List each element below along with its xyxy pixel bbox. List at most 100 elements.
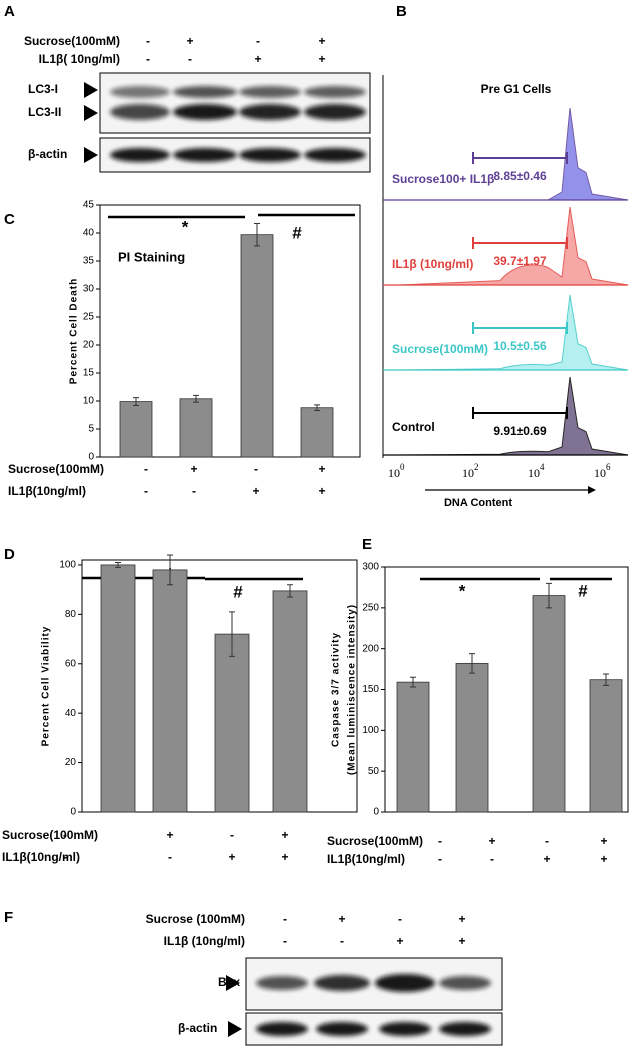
y-tick-label: 20 — [83, 340, 95, 351]
tick-exponent: 2 — [474, 462, 479, 472]
tick-base: 10 — [594, 466, 606, 480]
condition-sign: - — [63, 850, 67, 864]
blot-band — [304, 148, 366, 162]
arrow-marker — [228, 1021, 242, 1037]
condition-sign: + — [254, 52, 261, 66]
blot-band — [110, 104, 170, 120]
blot-band — [110, 148, 170, 162]
y-axis-label: Caspase 3/7 activity — [331, 632, 342, 747]
lane-label: Sucrose(100mM) — [392, 342, 488, 356]
y-tick-label: 40 — [65, 708, 77, 719]
y-tick-label: 0 — [373, 807, 379, 818]
bar — [300, 407, 334, 458]
band-label: β-actin — [28, 147, 67, 161]
condition-sign: + — [318, 484, 325, 498]
condition-label: IL1β (10ng/ml) — [164, 934, 245, 948]
condition-sign: + — [281, 850, 288, 864]
gate-value: 39.7±1.97 — [493, 254, 547, 268]
condition-sign: + — [281, 828, 288, 842]
condition-sign: + — [190, 462, 197, 476]
blot-band — [239, 86, 301, 98]
tick-exponent: 4 — [540, 462, 545, 472]
y-tick-label: 10 — [83, 396, 95, 407]
condition-sign: + — [600, 834, 607, 848]
histogram — [399, 294, 629, 371]
condition-sign: + — [318, 52, 325, 66]
annotation: * — [459, 581, 466, 600]
blot-band — [256, 1022, 308, 1036]
histogram — [399, 376, 629, 456]
bar — [455, 662, 489, 813]
error-bar — [469, 653, 475, 674]
y-tick-label: 100 — [362, 725, 379, 736]
y-tick-label: 250 — [362, 602, 379, 613]
annotation: PI Staining — [118, 249, 185, 264]
y-tick-label: 5 — [88, 424, 94, 435]
bar — [100, 564, 136, 813]
blot-band — [439, 1022, 491, 1036]
band-label: LC3-II — [28, 105, 61, 119]
bar — [396, 681, 430, 813]
y-tick-label: 100 — [59, 560, 76, 571]
blot-band — [239, 148, 301, 162]
panel-letter: D — [4, 546, 15, 563]
annotation: # — [292, 223, 302, 242]
blot-frame — [99, 72, 371, 134]
condition-sign: - — [438, 834, 442, 848]
band-label: LC3-I — [28, 82, 58, 96]
arrow-marker — [226, 975, 240, 991]
condition-sign: + — [543, 852, 550, 866]
gate-value: 10.5±0.56 — [493, 339, 547, 353]
annotation: # — [233, 582, 243, 601]
error-bar — [133, 397, 139, 406]
condition-sign: - — [146, 52, 150, 66]
condition-sign: + — [458, 912, 465, 926]
bar — [240, 234, 274, 458]
x-tick-label: 102 — [462, 462, 479, 480]
y-tick-label: 45 — [83, 200, 95, 211]
blot-band — [314, 975, 370, 991]
condition-label: IL1β(10ng/ml) — [2, 850, 80, 864]
condition-label: IL1β(10ng/ml) — [8, 484, 86, 498]
y-axis-label: Percent Cell Viability — [41, 626, 52, 747]
lane-label: IL1β (10ng/ml) — [392, 257, 473, 271]
bar — [152, 569, 188, 813]
error-bar — [314, 404, 320, 412]
panel-letter: C — [4, 211, 15, 228]
error-bar — [603, 673, 609, 686]
lane-label: Control — [392, 420, 435, 434]
bar — [214, 633, 250, 813]
condition-sign: + — [338, 912, 345, 926]
condition-sign: + — [458, 934, 465, 948]
panel-letter: A — [4, 3, 15, 20]
condition-sign: - — [398, 912, 402, 926]
blot-band — [173, 148, 237, 162]
y-tick-label: 60 — [65, 658, 77, 669]
error-bar — [229, 611, 235, 657]
gate-value: 8.85±0.46 — [493, 169, 547, 183]
blot-band — [173, 104, 237, 120]
blot-band — [239, 104, 301, 120]
condition-sign: - — [283, 934, 287, 948]
condition-sign: - — [340, 934, 344, 948]
x-tick-label: 100 — [388, 462, 405, 480]
blot-band — [439, 976, 491, 990]
band-label: β-actin — [178, 1021, 217, 1035]
arrow-head — [588, 486, 596, 494]
y-tick-label: 80 — [65, 609, 77, 620]
bar — [119, 401, 153, 458]
condition-sign: - — [230, 828, 234, 842]
y-tick-label: 25 — [83, 312, 95, 323]
condition-sign: - — [254, 462, 258, 476]
x-tick-label: 104 — [528, 462, 545, 480]
histogram — [399, 206, 629, 286]
condition-label: Sucrose (100mM) — [146, 912, 245, 926]
condition-sign: - — [144, 462, 148, 476]
condition-sign: - — [146, 34, 150, 48]
tick-exponent: 6 — [606, 462, 611, 472]
condition-sign: + — [166, 828, 173, 842]
blot-band — [304, 86, 366, 98]
blot-band — [316, 1022, 368, 1036]
y-tick-label: 150 — [362, 684, 379, 695]
